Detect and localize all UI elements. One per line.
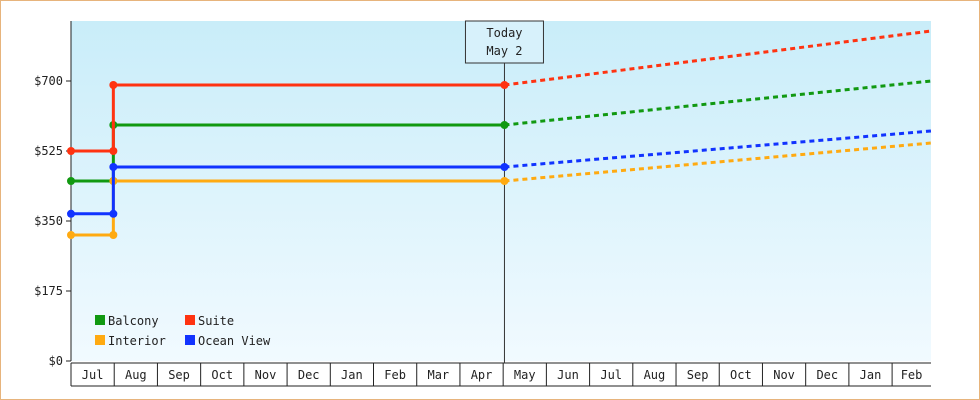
y-tick-label: $0	[49, 354, 63, 368]
x-tick-label: Feb	[901, 368, 923, 382]
legend-label-balcony: Balcony	[108, 314, 159, 328]
x-tick-label: Oct	[730, 368, 752, 382]
x-tick-label: Nov	[255, 368, 277, 382]
legend-swatch-balcony	[95, 315, 105, 325]
x-tick-label: Apr	[471, 368, 493, 382]
y-tick-label: $350	[34, 214, 63, 228]
point-interior	[109, 231, 118, 239]
x-tick-label: Jan	[341, 368, 363, 382]
series-line-ocean-view	[71, 165, 505, 216]
x-tick-label: Nov	[773, 368, 795, 382]
x-tick-label: Aug	[125, 368, 147, 382]
x-tick-label: Sep	[168, 368, 190, 382]
x-tick-label: Jan	[860, 368, 882, 382]
plot-background	[71, 21, 931, 361]
point-suite	[109, 81, 118, 89]
point-suite	[500, 81, 509, 89]
legend-label-interior: Interior	[108, 334, 166, 348]
x-tick-label: Jul	[600, 368, 622, 382]
point-ocean-view	[500, 163, 509, 171]
point-balcony	[67, 177, 75, 185]
point-interior	[67, 231, 75, 239]
legend-swatch-interior	[95, 335, 105, 345]
point-ocean-view	[109, 163, 118, 171]
point-suite	[67, 147, 75, 155]
x-tick-label: Feb	[384, 368, 406, 382]
today-label: Today	[486, 26, 522, 40]
x-tick-label: Dec	[816, 368, 838, 382]
legend-swatch-ocean-view	[185, 335, 195, 345]
x-axis: Jul Aug Sep Oct Nov Dec Jan Feb Mar Apr May Jun Jul A…	[70, 362, 931, 387]
legend-label-suite: Suite	[198, 314, 234, 328]
legend: Balcony Suite Interior Ocean View	[95, 314, 271, 348]
point-interior	[500, 177, 509, 185]
y-tick-label: $525	[34, 144, 63, 158]
legend-label-ocean-view: Ocean View	[198, 334, 271, 348]
x-tick-label: Sep	[687, 368, 709, 382]
x-tick-label: Aug	[644, 368, 666, 382]
x-tick-label: Jul	[82, 368, 104, 382]
x-tick-label: Oct	[211, 368, 233, 382]
point-ocean-view	[109, 209, 118, 218]
y-tick-label: $175	[34, 284, 63, 298]
series-line-suite	[71, 83, 505, 153]
x-tick-label: Dec	[298, 368, 320, 382]
y-tick-label: $700	[34, 74, 63, 88]
x-tick-label: May	[514, 368, 536, 382]
legend-swatch-suite	[185, 315, 195, 325]
x-tick-label: Mar	[427, 368, 449, 382]
today-marker: Today May 2	[464, 20, 544, 363]
today-date: May 2	[486, 44, 522, 58]
point-suite	[109, 147, 118, 155]
series-group	[67, 29, 932, 239]
today-box	[464, 20, 544, 64]
point-ocean-view	[67, 209, 75, 218]
x-tick-label: Jun	[557, 368, 579, 382]
point-balcony	[500, 121, 509, 129]
y-axis: $0 $175 $350 $525 $700	[34, 21, 72, 368]
